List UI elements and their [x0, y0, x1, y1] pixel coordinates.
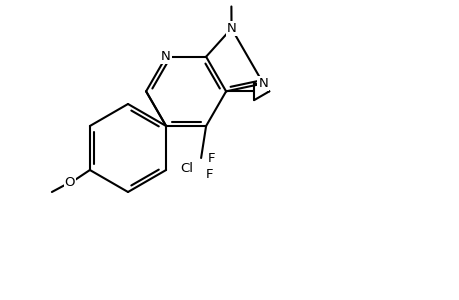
Text: Cl: Cl: [180, 161, 193, 175]
Text: F: F: [205, 167, 213, 181]
Text: F: F: [207, 152, 214, 166]
Text: N: N: [161, 50, 171, 63]
Text: N: N: [258, 77, 268, 90]
Text: N: N: [226, 22, 236, 35]
Text: O: O: [65, 176, 75, 190]
